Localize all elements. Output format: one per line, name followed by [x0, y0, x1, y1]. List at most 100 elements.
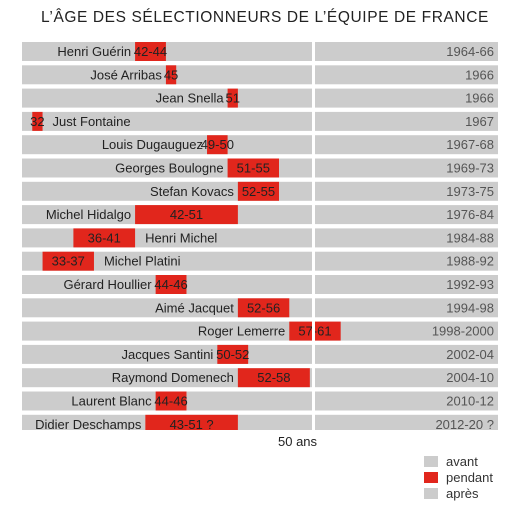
period-label: 1969-73	[446, 161, 494, 176]
tenure-age-label: 42-44	[134, 44, 167, 59]
tenure-age-label: 45	[164, 67, 178, 82]
row-raymond-domenech: 52-58 Raymond Domenech 2004-10	[22, 368, 498, 388]
row-background-bar	[22, 321, 498, 341]
period-label: 1988-92	[446, 254, 494, 269]
period-label: 2002-04	[446, 347, 494, 362]
legend-item-avant: avant	[424, 453, 493, 469]
coach-name: Louis Dugauguez	[102, 137, 203, 152]
row-henri-michel: 36-41 Henri Michel 1984-88	[22, 228, 498, 248]
period-label: 1964-66	[446, 44, 494, 59]
legend-label-avant: avant	[446, 453, 478, 469]
tenure-bar	[227, 158, 279, 178]
period-label: 1966	[465, 67, 494, 82]
period-label: 1976-84	[446, 207, 494, 222]
row-aime-jacquet: 52-56 Aimé Jacquet 1994-98	[22, 298, 498, 318]
row-background-bar	[22, 251, 498, 271]
coach-name: Aimé Jacquet	[155, 300, 234, 315]
row-background-bar	[22, 88, 498, 108]
period-label: 1994-98	[446, 300, 494, 315]
coach-name: Just Fontaine	[53, 114, 131, 129]
tenure-age-label: 44-46	[154, 394, 187, 409]
tenure-age-label: 51	[226, 91, 240, 106]
coach-name: Henri Michel	[145, 230, 217, 245]
tenure-bar	[145, 414, 238, 430]
legend-label-pendant: pendant	[446, 469, 493, 485]
tenure-bar	[73, 228, 136, 248]
row-background-bar	[22, 135, 498, 155]
tenure-bar	[32, 111, 43, 131]
row-michel-platini: 33-37 Michel Platini 1988-92	[22, 251, 498, 271]
legend: avant pendant après	[424, 453, 493, 501]
row-background-bar	[22, 228, 498, 248]
tenure-bar	[237, 298, 290, 318]
legend-swatch-apres	[424, 487, 438, 499]
tenure-bar	[135, 42, 166, 61]
coach-name: Didier Deschamps	[35, 417, 142, 430]
tenure-age-label: 52-55	[242, 184, 275, 199]
row-background-bar	[22, 344, 498, 364]
tenure-age-label: 32	[30, 114, 44, 129]
tenure-bar	[165, 65, 177, 85]
tenure-bar	[227, 88, 238, 108]
coach-name: Raymond Domenech	[112, 370, 234, 385]
tenure-age-label: 52-58	[257, 370, 290, 385]
coach-name: Jean Snella	[156, 91, 225, 106]
legend-label-apres: après	[446, 485, 479, 501]
period-label: 2010-12	[446, 394, 494, 409]
coach-name: Michel Hidalgo	[46, 207, 131, 222]
row-stefan-kovacs: 52-55 Stefan Kovacs 1973-75	[22, 181, 498, 201]
legend-swatch-avant	[424, 455, 438, 467]
legend-swatch-pendant	[424, 471, 438, 483]
tenure-bar	[217, 344, 249, 364]
period-label: 1984-88	[446, 230, 494, 245]
coach-name: Stefan Kovacs	[150, 184, 234, 199]
coach-name: Laurent Blanc	[71, 394, 152, 409]
period-label: 1967	[465, 114, 494, 129]
tenure-age-label: 42-51	[170, 207, 203, 222]
row-just-fontaine: 32 Just Fontaine 1967	[22, 111, 498, 131]
tenure-bar	[207, 135, 228, 155]
row-michel-hidalgo: 42-51 Michel Hidalgo 1976-84	[22, 205, 498, 225]
tenure-bar	[237, 181, 279, 201]
period-label: 2012-20 ?	[435, 417, 494, 430]
tenure-age-label: 43-51 ?	[170, 417, 214, 430]
tenure-age-label: 44-46	[154, 277, 187, 292]
coach-name: Jacques Santini	[122, 347, 214, 362]
period-label: 1967-68	[446, 137, 494, 152]
tenure-age-label: 49-50	[201, 137, 234, 152]
axis-label-50: 50 ans	[278, 434, 318, 449]
chart-title: L’ÂGE DES SÉLECTIONNEURS DE L’ÉQUIPE DE …	[41, 9, 489, 26]
period-label: 1973-75	[446, 184, 494, 199]
tenure-age-label: 36-41	[88, 230, 121, 245]
tenure-bar	[135, 205, 238, 225]
tenure-bar	[155, 391, 187, 411]
legend-item-pendant: pendant	[424, 469, 493, 485]
row-background-bar	[22, 111, 498, 131]
tenure-bar	[237, 368, 310, 388]
period-label: 1966	[465, 91, 494, 106]
coach-name: Gérard Houllier	[63, 277, 152, 292]
coach-name: Michel Platini	[104, 254, 181, 269]
row-georges-boulogne: 51-55 Georges Boulogne 1969-73	[22, 158, 498, 178]
legend-item-apres: après	[424, 485, 493, 501]
tenure-age-label: 51-55	[237, 161, 270, 176]
coach-name: Georges Boulogne	[115, 161, 223, 176]
coach-name: Roger Lemerre	[198, 324, 285, 339]
row-background-bar	[22, 275, 498, 294]
tenure-age-label: 33-37	[52, 254, 85, 269]
row-background-bar	[22, 414, 498, 430]
tenure-bar	[42, 251, 94, 271]
tenure-bar	[155, 275, 187, 294]
period-label: 1998-2000	[432, 324, 494, 339]
coach-name: Henri Guérin	[57, 44, 131, 59]
tenure-age-label: 52-56	[247, 300, 280, 315]
period-label: 2004-10	[446, 370, 494, 385]
row-background-bar	[22, 391, 498, 411]
